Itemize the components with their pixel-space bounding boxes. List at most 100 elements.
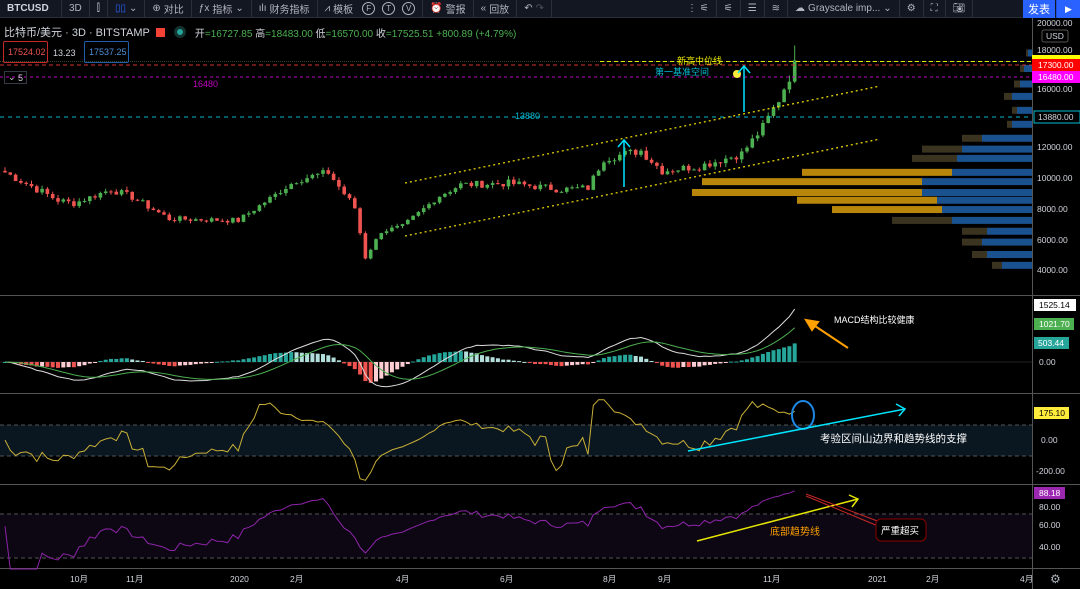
macd-histogram-bar xyxy=(347,362,352,367)
candle xyxy=(777,101,781,111)
profile-bar-up xyxy=(952,168,1032,176)
candle-body xyxy=(490,183,495,185)
arrow-up-icon[interactable] xyxy=(617,138,631,187)
candle-body xyxy=(135,199,140,201)
candle xyxy=(421,205,426,215)
macd-histogram-bar xyxy=(750,357,755,362)
candle xyxy=(708,160,712,169)
drawing-toolbar-3[interactable]: ☰ xyxy=(741,0,765,18)
drawing-toolbar-2[interactable]: ⚟ xyxy=(717,0,741,18)
candle xyxy=(374,238,378,250)
candle-body xyxy=(644,150,649,160)
gear-icon: ⚙ xyxy=(906,3,916,14)
cci-axis[interactable]: 175.10 0.00 -200.00 xyxy=(1034,407,1069,476)
candle xyxy=(724,155,728,168)
alert-button[interactable]: ⏰ 警报 xyxy=(423,0,474,18)
macd-histogram-bar xyxy=(517,361,522,363)
candle-body xyxy=(379,233,384,240)
rsi-trend-note: 底部趋势线 xyxy=(770,525,820,538)
axis-settings-icon[interactable]: ⚙ xyxy=(1050,572,1061,586)
candle xyxy=(649,157,654,165)
candle-body xyxy=(8,172,13,175)
candle xyxy=(755,131,760,142)
candle-body xyxy=(56,198,60,202)
rsi-line xyxy=(4,490,795,570)
macd-histogram-bar xyxy=(580,362,585,365)
channel-lower-line[interactable] xyxy=(404,138,881,237)
publish-button[interactable]: 发表 xyxy=(1023,0,1055,18)
candle xyxy=(141,198,145,202)
candle xyxy=(241,214,246,223)
candle xyxy=(77,198,81,209)
bar-style-button[interactable]: ⫿ xyxy=(90,0,108,18)
macd-histogram-bar xyxy=(305,352,310,362)
theme-select[interactable]: ☁ Grayscale imp... ⌄ xyxy=(788,0,900,18)
profile-bar-up xyxy=(952,216,1032,224)
settings-button[interactable]: ⚙ xyxy=(900,0,924,18)
macd-histogram-bar xyxy=(559,362,564,367)
indicators-button[interactable]: ƒx 指标 ⌄ xyxy=(192,0,252,18)
candle xyxy=(459,180,463,190)
play-icon[interactable]: ▶ xyxy=(1056,0,1080,18)
pane-separators xyxy=(0,18,1080,589)
candle-body xyxy=(88,196,92,202)
financials-button[interactable]: ılı 财务指标 xyxy=(252,0,318,18)
new-high-mid-text: 新高中位线 xyxy=(677,55,722,66)
flag-icon[interactable] xyxy=(155,27,165,37)
candle xyxy=(45,187,50,198)
candle-body xyxy=(745,147,749,152)
overbought-box[interactable] xyxy=(875,518,927,542)
compare-button[interactable]: ⊕ 对比 xyxy=(145,0,192,18)
replay-button[interactable]: «回放 xyxy=(474,0,518,18)
buy-price-button[interactable]: 17537.25 xyxy=(84,41,129,63)
macd-histogram-bar xyxy=(114,358,119,362)
template-icon: ⩘ xyxy=(324,3,331,14)
candle-body xyxy=(416,212,421,216)
macd-histogram-bar xyxy=(283,352,288,362)
candle-body xyxy=(13,174,18,181)
drawing-toolbar-1[interactable]: ⋮ ⚟ xyxy=(680,0,717,18)
snapshot-button[interactable]: 📷︎ xyxy=(946,0,974,18)
candle-body xyxy=(787,81,792,90)
macd-histogram-bar xyxy=(453,351,458,362)
f-circle-button[interactable]: F xyxy=(362,2,376,15)
orange-arrow-icon[interactable] xyxy=(804,318,849,349)
undo-button[interactable]: ↶ ↷ xyxy=(517,0,552,18)
candle xyxy=(628,148,633,155)
indicator-collapse-button[interactable]: ⌄ 5 xyxy=(4,71,28,84)
macd-histogram-bar xyxy=(729,361,734,363)
candle-body xyxy=(225,220,230,223)
candle xyxy=(618,151,622,162)
symbol-search[interactable]: BTCUSD xyxy=(0,0,62,18)
macd-histogram-bar xyxy=(368,362,373,383)
candle xyxy=(72,198,76,208)
price-axis[interactable]: 20000.00 18000.00 16000.00 12000.00 1000… xyxy=(1032,18,1080,275)
candle-body xyxy=(464,182,468,184)
fullscreen-button[interactable]: ⛶ xyxy=(924,0,946,18)
overbought-pointer xyxy=(805,493,881,527)
candle-body xyxy=(374,239,378,250)
rsi-axis[interactable]: 88.18 80.00 60.00 40.00 xyxy=(1034,487,1065,552)
drawing-toolbar-4[interactable]: ≋ xyxy=(765,0,789,18)
v-circle-button[interactable]: V xyxy=(402,2,416,15)
candle-body xyxy=(331,173,336,180)
redo-icon[interactable]: ↷ xyxy=(535,3,544,14)
highlight-circle[interactable] xyxy=(791,400,815,430)
sell-price-button[interactable]: 17524.02 xyxy=(3,41,48,63)
candle-body xyxy=(554,189,558,193)
arrow-up-icon[interactable] xyxy=(737,64,751,112)
templates-button[interactable]: ⩘ 模板 F T V xyxy=(318,0,424,18)
candle xyxy=(252,210,256,215)
candle xyxy=(506,175,511,190)
macd-histogram-bar xyxy=(474,353,479,362)
t-circle-button[interactable]: T xyxy=(382,2,396,15)
macd-axis[interactable]: 1525.14 1021.70 503.44 0.00 xyxy=(1034,299,1076,367)
time-axis[interactable]: 10月 11月 2020 2月 4月 6月 8月 9月 11月 2021 2月 4月 xyxy=(70,574,1033,584)
candle xyxy=(766,112,770,124)
channel-upper-line[interactable] xyxy=(404,85,881,184)
candle-style-button[interactable]: ▯▯ ⌄ xyxy=(108,0,146,18)
candle-body xyxy=(665,171,670,175)
interval-button[interactable]: 3D xyxy=(62,0,90,18)
cci-trend-arrow[interactable] xyxy=(687,403,907,452)
